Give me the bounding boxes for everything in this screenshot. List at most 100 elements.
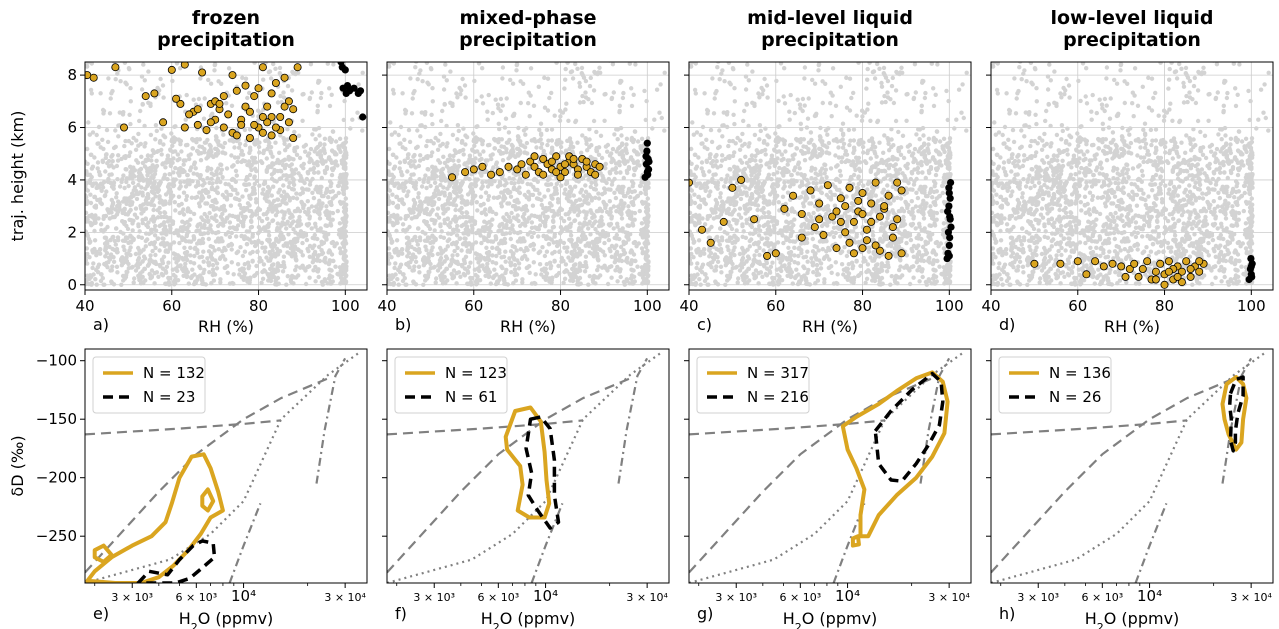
background-point (468, 182, 474, 187)
background-point (486, 92, 491, 98)
background-point (481, 149, 486, 154)
background-point (319, 241, 325, 247)
background-point (343, 196, 348, 201)
background-point (548, 266, 553, 271)
background-point (182, 179, 187, 184)
background-point (110, 159, 115, 164)
background-point (410, 96, 415, 101)
background-point (430, 121, 435, 127)
background-point (518, 100, 523, 106)
background-point (475, 208, 480, 213)
background-point (502, 231, 507, 237)
background-point (424, 247, 429, 253)
background-point (397, 197, 402, 203)
background-point (153, 123, 159, 128)
background-point (166, 260, 171, 265)
background-point (92, 228, 97, 234)
gold-point (289, 105, 298, 114)
background-point (325, 281, 330, 286)
background-point (516, 125, 521, 131)
background-point (413, 259, 419, 264)
background-point (300, 92, 305, 97)
background-point (172, 139, 177, 144)
background-point (452, 148, 457, 153)
background-point (849, 260, 855, 265)
background-point (142, 78, 147, 83)
background-point (280, 220, 285, 225)
gold-point (159, 118, 168, 127)
background-point (292, 129, 297, 135)
background-point (409, 255, 415, 260)
background-point (128, 150, 133, 155)
background-point (411, 197, 416, 203)
background-point (543, 224, 548, 229)
background-point (115, 177, 120, 182)
background-point (513, 207, 519, 212)
background-point (303, 149, 308, 154)
background-point (268, 149, 273, 154)
background-point (414, 207, 420, 212)
background-point (468, 260, 473, 265)
background-point (456, 128, 461, 134)
background-point (595, 267, 600, 273)
background-point (482, 219, 487, 224)
background-point (98, 251, 103, 256)
background-point (155, 189, 160, 195)
background-point (510, 57, 514, 61)
background-point (128, 245, 133, 250)
background-point (488, 153, 493, 158)
background-point (536, 84, 541, 89)
background-point (208, 144, 213, 149)
black-point (645, 165, 653, 173)
background-point (445, 206, 451, 211)
background-point (420, 229, 425, 235)
background-point (214, 261, 220, 266)
gold-point (280, 102, 289, 111)
background-point (249, 163, 254, 168)
background-point (440, 205, 446, 210)
background-point (100, 182, 105, 187)
background-point (106, 76, 111, 81)
background-point (266, 189, 272, 194)
background-point (485, 117, 490, 122)
black-point (359, 113, 367, 121)
background-point (442, 193, 447, 198)
background-point (85, 199, 90, 204)
background-point (110, 264, 115, 269)
background-point (619, 216, 625, 221)
background-point (89, 152, 94, 157)
background-point (430, 150, 435, 155)
background-point (130, 172, 136, 178)
background-point (197, 255, 202, 260)
background-point (354, 58, 358, 62)
background-point (192, 253, 197, 259)
background-point (387, 62, 393, 65)
background-point (621, 55, 625, 59)
background-point (593, 182, 599, 187)
gold-point (495, 168, 504, 177)
gold-point (206, 118, 215, 127)
background-point (448, 100, 453, 105)
background-point (839, 262, 845, 267)
background-point (215, 139, 220, 145)
background-point (85, 180, 90, 186)
background-point (445, 244, 450, 249)
background-point (432, 264, 437, 270)
background-point (248, 148, 253, 153)
background-point (531, 177, 537, 182)
background-point (143, 244, 148, 249)
background-point (584, 212, 589, 218)
x-axis-label: RH (%) (500, 317, 556, 336)
gold-point (582, 157, 591, 166)
background-point (171, 251, 176, 256)
background-point (202, 147, 207, 152)
background-point (563, 66, 568, 72)
background-point (645, 196, 650, 201)
background-point (445, 186, 450, 191)
background-point (101, 229, 106, 234)
background-point (343, 136, 349, 141)
background-point (546, 188, 551, 193)
background-point (334, 241, 339, 246)
background-point (509, 148, 514, 154)
background-point (455, 123, 461, 128)
